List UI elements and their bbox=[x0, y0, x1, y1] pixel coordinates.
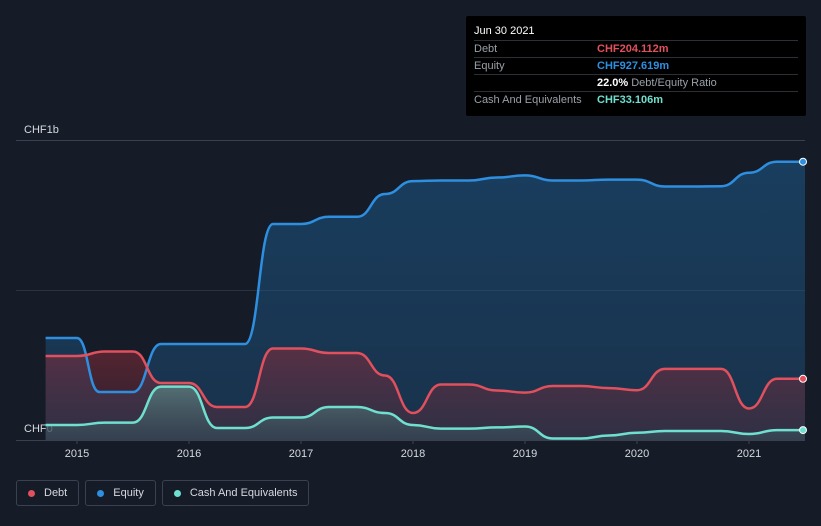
endpoint-equity bbox=[799, 157, 807, 166]
legend-dot-equity bbox=[97, 489, 105, 497]
series-lines bbox=[45, 160, 805, 440]
x-tick-label-2021: 2021 bbox=[737, 448, 761, 460]
tooltip-panel: Jun 30 2021 Debt CHF204.112m Equity CHF9… bbox=[466, 16, 806, 116]
tooltip-label-cash: Cash And Equivalents bbox=[474, 94, 582, 106]
line-equity bbox=[45, 160, 805, 394]
x-axis-ticks: 2015 2016 2017 2018 2019 2020 2021 bbox=[65, 440, 761, 460]
endpoint-debt bbox=[799, 374, 807, 383]
series-areas bbox=[45, 161, 806, 440]
tooltip-date: Jun 30 2021 bbox=[474, 22, 798, 41]
legend-dot-debt bbox=[28, 489, 35, 497]
area-debt bbox=[45, 348, 806, 440]
area-equity bbox=[45, 161, 806, 440]
tooltip-label-debt: Debt bbox=[474, 43, 498, 55]
area-cash-and-equivalents bbox=[45, 386, 806, 440]
endpoint-cash-and-equivalents bbox=[799, 426, 807, 435]
series-endpoints bbox=[799, 157, 807, 435]
line-debt bbox=[45, 347, 805, 415]
legend-item-equity[interactable]: Equity bbox=[85, 480, 156, 506]
x-tick-label-2015: 2015 bbox=[65, 448, 89, 460]
legend-label-debt: Debt bbox=[44, 487, 68, 499]
tooltip-label-equity: Equity bbox=[474, 60, 505, 72]
y-axis-zero-label: CHF0 bbox=[24, 423, 53, 435]
x-tick-label-2018: 2018 bbox=[401, 448, 425, 460]
tooltip-row-ratio: 22.0% Debt/Equity Ratio bbox=[474, 75, 798, 92]
tooltip-value-debt: CHF204.112m bbox=[597, 43, 669, 55]
legend-label-cash: Cash And Equivalents bbox=[189, 487, 298, 499]
tooltip-value-cash: CHF33.106m bbox=[597, 94, 664, 106]
legend-label-equity: Equity bbox=[113, 487, 144, 499]
legend-dot-cash bbox=[173, 489, 181, 497]
x-tick-label-2017: 2017 bbox=[289, 448, 313, 460]
tooltip-value-equity: CHF927.619m bbox=[597, 60, 670, 72]
x-tick-label-2019: 2019 bbox=[513, 448, 537, 460]
tooltip-row-debt: Debt CHF204.112m bbox=[474, 41, 798, 58]
tooltip-row-cash: Cash And Equivalents CHF33.106m bbox=[474, 92, 798, 108]
legend-item-debt[interactable]: Debt bbox=[16, 480, 80, 506]
tooltip-ratio-caption: Debt/Equity Ratio bbox=[631, 77, 717, 89]
chart-legend: Debt Equity Cash And Equivalents bbox=[16, 480, 310, 506]
line-cash-and-equivalents bbox=[45, 385, 805, 440]
x-tick-label-2020: 2020 bbox=[625, 448, 649, 460]
legend-item-cash[interactable]: Cash And Equivalents bbox=[161, 480, 310, 506]
x-tick-label-2016: 2016 bbox=[177, 448, 201, 460]
tooltip-value-ratio: 22.0% bbox=[597, 77, 629, 89]
tooltip-row-equity: Equity CHF927.619m bbox=[474, 58, 798, 75]
y-axis-top-label: CHF1b bbox=[24, 124, 59, 136]
